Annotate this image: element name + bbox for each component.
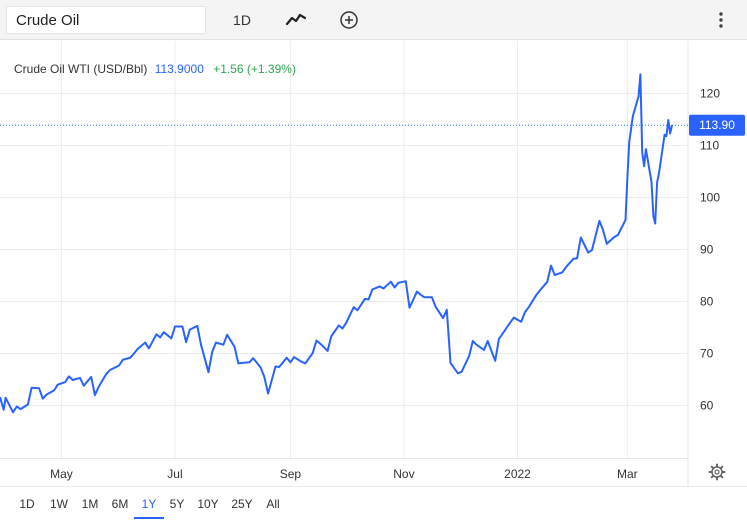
time-tick-label: 2022 (504, 467, 531, 481)
time-tick-label: May (50, 467, 73, 481)
price-axis[interactable]: 60 70 80 90 100 110 120 (700, 87, 720, 413)
price-tick-label: 110 (700, 139, 719, 153)
chart-legend: Crude Oil WTI (USD/Bbl) 113.9000 +1.56 (… (14, 62, 296, 76)
range-button-10y[interactable]: 10Y (197, 497, 219, 511)
active-range-indicator (134, 517, 164, 519)
range-button-all[interactable]: All (266, 497, 280, 511)
price-tick-label: 100 (700, 191, 720, 205)
price-chart[interactable]: 60 70 80 90 100 110 120 May Jul Sep Nov 2022 Mar 11… (0, 41, 747, 486)
time-axis[interactable]: May Jul Sep Nov 2022 Mar (50, 467, 638, 481)
plus-circle-icon[interactable] (337, 9, 361, 31)
range-button-1m[interactable]: 1M (81, 497, 99, 511)
price-tag-background (689, 114, 745, 136)
legend-change: +1.56 (+1.39%) (213, 62, 296, 76)
legend-symbol-name: Crude Oil WTI (USD/Bbl) (14, 62, 147, 76)
price-tick-label: 90 (700, 243, 714, 257)
gear-icon[interactable] (708, 463, 726, 481)
more-vertical-icon[interactable] (711, 9, 731, 31)
legend-price: 113.9000 (155, 62, 204, 76)
price-tick-label: 80 (700, 295, 714, 309)
time-tick-label: Sep (280, 467, 302, 481)
last-price-tag: 113.90 (689, 114, 745, 136)
time-tick-label: Mar (617, 467, 638, 481)
price-tick-label: 60 (700, 399, 714, 413)
range-button-6m[interactable]: 6M (111, 497, 129, 511)
interval-button[interactable]: 1D (233, 12, 251, 28)
time-tick-label: Nov (393, 467, 414, 481)
range-button-1y[interactable]: 1Y (141, 497, 157, 511)
range-button-1d[interactable]: 1D (19, 497, 35, 511)
top-toolbar: 1D (0, 0, 747, 40)
price-tag-label: 113.90 (699, 118, 735, 132)
range-button-5y[interactable]: 5Y (169, 497, 185, 511)
range-button-25y[interactable]: 25Y (231, 497, 253, 511)
grid-lines (0, 41, 688, 459)
range-selector: 1D 1W 1M 6M 1Y 5Y 10Y 25Y All (0, 486, 747, 529)
symbol-search-input[interactable] (6, 6, 206, 34)
series-line-crude-oil (0, 73, 673, 414)
chart-canvas[interactable]: 60 70 80 90 100 110 120 May Jul Sep Nov 2022 Mar 11… (0, 41, 747, 486)
time-tick-label: Jul (167, 467, 182, 481)
range-button-1w[interactable]: 1W (50, 497, 68, 511)
price-tick-label: 70 (700, 347, 714, 361)
svg-text:Crude Oil WTI (USD/Bbl): Crude Oil WTI (USD/Bbl) 113.9000 +1.56 (… (14, 62, 296, 76)
line-chart-icon[interactable] (284, 9, 308, 31)
price-tick-label: 120 (700, 87, 720, 101)
